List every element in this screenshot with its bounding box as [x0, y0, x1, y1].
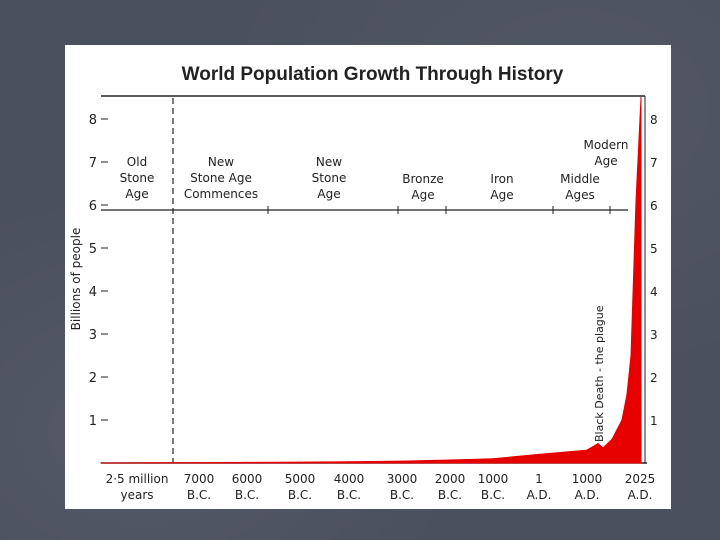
x-tick-sublabel: A.D. — [527, 488, 552, 502]
x-tick-label: 2·5 million — [106, 472, 169, 486]
right-y-tick-label: 7 — [650, 156, 658, 170]
x-tick-label: 2025 — [625, 472, 656, 486]
era-label: Commences — [184, 187, 258, 201]
x-tick-sublabel: A.D. — [575, 488, 600, 502]
x-tick-label: 7000 — [184, 472, 215, 486]
y-tick-label: 7 — [89, 156, 97, 171]
right-y-tick-label: 6 — [650, 199, 658, 213]
population-point — [449, 459, 451, 461]
y-tick-label: 5 — [89, 242, 97, 257]
era-label: Old — [127, 155, 147, 169]
population-point — [626, 393, 628, 395]
right-y-tick-label: 2 — [650, 371, 658, 385]
era-label: New — [316, 155, 342, 169]
population-point — [246, 461, 248, 463]
x-tick-label: 3000 — [387, 472, 418, 486]
population-point — [299, 461, 301, 463]
y-tick-label: 3 — [89, 328, 97, 343]
y-axis-label: Billions of people — [69, 228, 83, 331]
era-label: Age — [594, 154, 617, 168]
right-y-tick-label: 5 — [650, 242, 658, 256]
y-tick-label: 1 — [89, 414, 97, 429]
era-label: Bronze — [402, 172, 444, 186]
right-y-tick-label: 8 — [650, 113, 658, 127]
era-timeline — [101, 206, 628, 214]
population-point — [635, 200, 637, 202]
era-label: Middle — [560, 172, 600, 186]
x-tick-sublabel: B.C. — [481, 488, 505, 502]
era-label: Stone — [120, 171, 155, 185]
population-point — [492, 458, 494, 460]
x-tick-sublabel: B.C. — [235, 488, 259, 502]
population-point — [401, 460, 403, 462]
era-label: Stone Age — [190, 171, 252, 185]
era-label: Age — [125, 187, 148, 201]
y-tick-label: 6 — [89, 199, 97, 214]
population-point — [586, 449, 588, 451]
right-y-tick-label: 4 — [650, 285, 658, 299]
x-tick-label: 1000 — [478, 472, 509, 486]
y-tick-label: 8 — [89, 113, 97, 128]
right-y-tick-label: 1 — [650, 414, 658, 428]
x-tick-sublabel: B.C. — [337, 488, 361, 502]
population-point — [159, 462, 161, 464]
right-y-tick-label: 3 — [650, 328, 658, 342]
x-tick-sublabel: B.C. — [288, 488, 312, 502]
era-label: New — [208, 155, 234, 169]
x-tick-label: 5000 — [285, 472, 316, 486]
population-point — [348, 461, 350, 463]
population-point — [538, 453, 540, 455]
x-tick-label: 4000 — [334, 472, 365, 486]
x-tick-sublabel: years — [120, 488, 153, 502]
era-label: Iron — [490, 172, 513, 186]
x-tick-label: 2000 — [435, 472, 466, 486]
population-point — [630, 354, 632, 357]
x-tick-label: 6000 — [232, 472, 263, 486]
y-tick-label: 2 — [89, 371, 97, 386]
x-tick-label: 1 — [535, 472, 543, 486]
x-tick-sublabel: B.C. — [390, 488, 414, 502]
era-label: Modern — [583, 138, 628, 152]
era-label: Age — [317, 187, 340, 201]
population-point — [611, 438, 613, 440]
population-point — [602, 447, 604, 449]
black-death-annotation: Black Death - the plague — [593, 305, 606, 442]
population-point — [640, 96, 642, 99]
era-label: Age — [490, 188, 513, 202]
population-area — [100, 97, 642, 464]
x-tick-label: 1000 — [572, 472, 603, 486]
era-label: Age — [411, 188, 434, 202]
y-tick-label: 4 — [89, 285, 97, 300]
population-point — [100, 462, 102, 464]
era-label: Ages — [565, 188, 594, 202]
chart-image-frame — [65, 45, 671, 509]
population-point — [198, 462, 200, 464]
population-point — [597, 443, 599, 445]
population-point — [621, 419, 623, 421]
era-label: Stone — [312, 171, 347, 185]
x-tick-sublabel: B.C. — [187, 488, 211, 502]
x-tick-sublabel: A.D. — [628, 488, 653, 502]
x-tick-sublabel: B.C. — [438, 488, 462, 502]
chart-title: World Population Growth Through History — [181, 64, 564, 85]
